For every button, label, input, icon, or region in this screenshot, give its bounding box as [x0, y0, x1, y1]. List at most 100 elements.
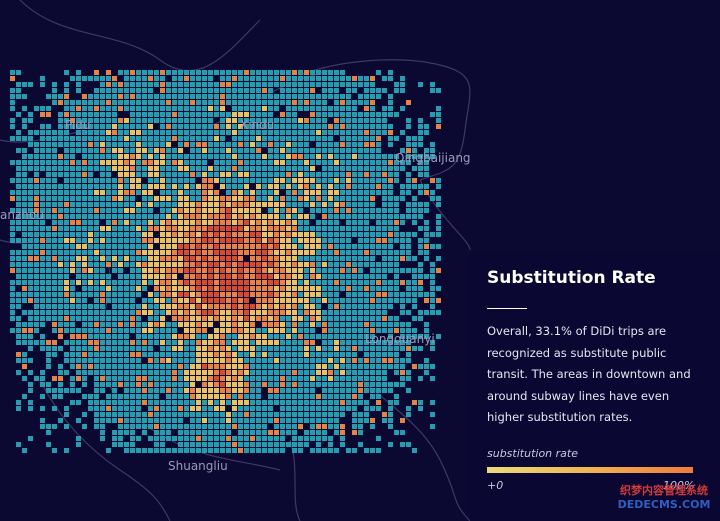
grid-cell [370, 82, 375, 87]
grid-cell [106, 130, 111, 135]
grid-cell [226, 268, 231, 273]
grid-cell [430, 232, 435, 237]
grid-cell [76, 256, 81, 261]
grid-cell [160, 232, 165, 237]
grid-cell [154, 76, 159, 81]
grid-cell [394, 358, 399, 363]
grid-cell [244, 400, 249, 405]
grid-cell [364, 370, 369, 375]
grid-cell [340, 382, 345, 387]
grid-cell [64, 82, 69, 87]
grid-cell [154, 424, 159, 429]
grid-cell [334, 118, 339, 123]
grid-cell [70, 328, 75, 333]
grid-cell [142, 70, 147, 75]
grid-cell [400, 280, 405, 285]
grid-cell [232, 322, 237, 327]
grid-cell [130, 196, 135, 201]
grid-cell [70, 364, 75, 369]
grid-cell [112, 358, 117, 363]
grid-cell [244, 184, 249, 189]
grid-cell [268, 448, 273, 453]
grid-cell [298, 76, 303, 81]
grid-cell [40, 382, 45, 387]
grid-cell [70, 208, 75, 213]
grid-cell [22, 202, 27, 207]
grid-cell [250, 430, 255, 435]
grid-cell [328, 310, 333, 315]
grid-cell [142, 106, 147, 111]
grid-cell [34, 130, 39, 135]
grid-cell [298, 328, 303, 333]
grid-cell [22, 238, 27, 243]
grid-cell [262, 268, 267, 273]
grid-cell [16, 202, 21, 207]
grid-cell [382, 118, 387, 123]
grid-cell [64, 148, 69, 153]
grid-cell [100, 124, 105, 129]
grid-cell [280, 376, 285, 381]
grid-cell [166, 424, 171, 429]
grid-cell [250, 316, 255, 321]
grid-cell [112, 154, 117, 159]
grid-cell [268, 370, 273, 375]
grid-cell [358, 136, 363, 141]
grid-cell [232, 94, 237, 99]
grid-cell [244, 100, 249, 105]
grid-cell [232, 274, 237, 279]
grid-cell [196, 340, 201, 345]
grid-cell [160, 328, 165, 333]
grid-cell [70, 142, 75, 147]
grid-cell [250, 70, 255, 75]
grid-cell [76, 232, 81, 237]
grid-cell [232, 244, 237, 249]
grid-cell [226, 220, 231, 225]
grid-cell [304, 130, 309, 135]
grid-cell [418, 208, 423, 213]
grid-cell [316, 100, 321, 105]
grid-cell [322, 418, 327, 423]
grid-cell [112, 316, 117, 321]
grid-cell [172, 202, 177, 207]
grid-cell [214, 400, 219, 405]
grid-cell [232, 136, 237, 141]
grid-cell [316, 160, 321, 165]
grid-cell [430, 376, 435, 381]
grid-cell [154, 82, 159, 87]
grid-cell [58, 346, 63, 351]
grid-cell [346, 172, 351, 177]
grid-cell [262, 340, 267, 345]
grid-cell [112, 202, 117, 207]
grid-cell [10, 238, 15, 243]
grid-cell [34, 142, 39, 147]
grid-cell [214, 292, 219, 297]
grid-cell [280, 220, 285, 225]
grid-cell [328, 400, 333, 405]
grid-cell [274, 322, 279, 327]
grid-cell [58, 112, 63, 117]
grid-cell [94, 208, 99, 213]
grid-cell [184, 106, 189, 111]
grid-cell [364, 328, 369, 333]
grid-cell [184, 442, 189, 447]
grid-cell [136, 370, 141, 375]
grid-cell [58, 328, 63, 333]
grid-cell [184, 100, 189, 105]
grid-cell [406, 412, 411, 417]
grid-cell [28, 250, 33, 255]
grid-cell [262, 112, 267, 117]
grid-cell [136, 238, 141, 243]
grid-cell [52, 100, 57, 105]
grid-cell [328, 412, 333, 417]
grid-cell [310, 202, 315, 207]
grid-cell [172, 214, 177, 219]
grid-cell [52, 346, 57, 351]
grid-cell [250, 328, 255, 333]
grid-cell [322, 268, 327, 273]
grid-cell [244, 190, 249, 195]
grid-cell [160, 436, 165, 441]
grid-cell [70, 166, 75, 171]
grid-cell [232, 448, 237, 453]
grid-cell [94, 268, 99, 273]
grid-cell [244, 142, 249, 147]
